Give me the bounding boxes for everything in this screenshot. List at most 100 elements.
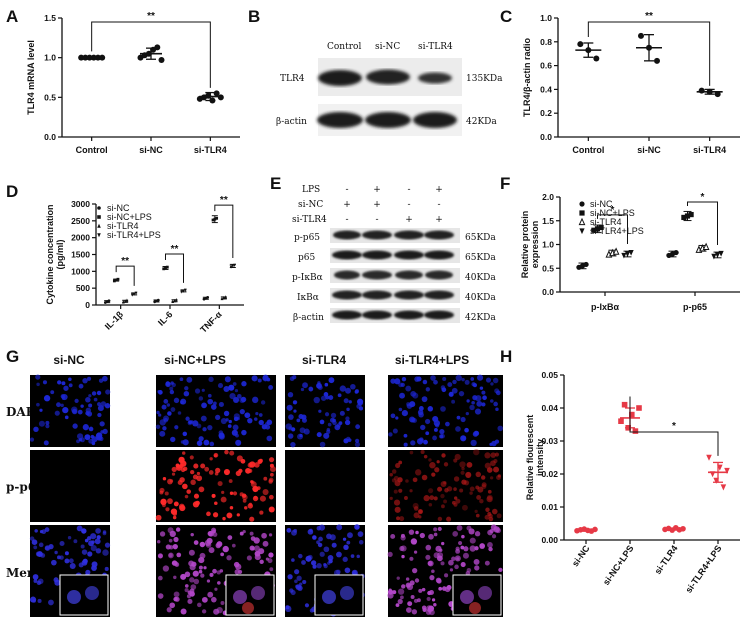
blot-b-row-label: β-actin — [276, 117, 307, 127]
data-point — [628, 249, 634, 256]
significance-label: ** — [147, 11, 155, 22]
micro-cell — [268, 457, 275, 463]
blot-e-band — [394, 230, 424, 240]
micro-cell — [355, 438, 360, 443]
micro-cell — [229, 392, 236, 400]
micro-cell — [300, 387, 305, 392]
micro-cell — [170, 436, 176, 443]
data-point — [583, 261, 589, 268]
data-point — [638, 32, 644, 39]
micro-cell — [394, 378, 401, 385]
micro-cell — [214, 501, 218, 506]
micro-cell — [82, 558, 88, 564]
blot-e-band — [362, 270, 392, 280]
micro-cell — [319, 441, 326, 448]
x-tick-label: p-p65 — [683, 302, 707, 312]
blot-e-band — [425, 270, 453, 280]
micro-cell — [76, 525, 83, 532]
micro-cell — [357, 531, 364, 537]
micro-cell — [497, 474, 501, 478]
micro-cell — [432, 415, 439, 423]
micro-cell — [464, 379, 470, 385]
blot-e-mark: + — [373, 185, 381, 195]
micro-cell — [405, 479, 409, 483]
micro-tile-bg — [30, 450, 110, 522]
micro-cell — [201, 596, 208, 603]
micro-cell — [162, 426, 167, 431]
blot-b-band — [365, 112, 411, 128]
micro-cell — [184, 494, 189, 499]
micro-cell — [96, 390, 102, 396]
panel-label-c: C — [500, 7, 512, 26]
micro-cell — [198, 486, 205, 493]
micro-cell — [161, 404, 167, 410]
micro-cell — [85, 397, 91, 403]
panel-label-f: F — [500, 174, 510, 193]
micro-cell — [428, 533, 434, 540]
blot-e-condition-label: si-NC — [298, 200, 323, 210]
micro-cell — [317, 381, 321, 385]
micro-cell — [461, 534, 465, 539]
y-tick-label: 1500 — [71, 250, 90, 260]
micro-cell — [198, 565, 203, 570]
micro-cell — [357, 400, 363, 406]
micro-cell — [199, 541, 206, 548]
micro-cell — [232, 491, 238, 496]
micro-cell — [392, 590, 397, 595]
data-point — [233, 263, 237, 268]
micro-cell — [452, 531, 459, 537]
micro-cell — [259, 559, 264, 565]
micro-cell — [186, 489, 191, 494]
micro-cell — [431, 569, 435, 574]
micro-cell — [346, 407, 350, 412]
micro-cell — [425, 387, 430, 392]
micro-cell — [224, 376, 231, 383]
micro-cell — [413, 550, 418, 554]
micro-cell — [167, 527, 174, 534]
blot-e-membrane — [330, 268, 460, 283]
micro-cell — [162, 565, 170, 572]
micro-cell — [222, 516, 226, 521]
micro-cell — [423, 454, 428, 459]
legend-marker — [578, 217, 586, 226]
micro-cell — [456, 525, 463, 531]
micro-cell — [390, 413, 396, 419]
micro-cell — [429, 495, 435, 501]
micro-cell — [455, 548, 461, 554]
micro-cell — [398, 407, 403, 412]
micro-cell — [87, 551, 93, 557]
micro-cell — [319, 419, 325, 425]
micro-cell — [171, 466, 177, 472]
micro-cell — [458, 540, 463, 546]
micro-cell — [497, 425, 504, 432]
y-axis-label: TLR4 mRNA level — [26, 40, 36, 115]
blot-b-band — [318, 70, 362, 86]
micro-cell — [412, 567, 418, 574]
micro-cell — [307, 554, 313, 560]
micro-cell — [268, 385, 274, 390]
micro-cell — [395, 416, 399, 420]
micro-cell — [60, 403, 64, 408]
micro-inset-cell — [478, 586, 492, 600]
data-point — [714, 91, 721, 98]
micro-cell — [100, 401, 107, 407]
micro-cell — [259, 495, 266, 502]
micro-cell — [317, 385, 323, 391]
blot-e-band — [333, 230, 361, 240]
micro-cell — [182, 483, 188, 490]
micro-cell — [268, 552, 274, 558]
micro-cell — [491, 440, 497, 447]
micro-cell — [159, 430, 166, 437]
micro-cell — [419, 532, 425, 539]
micro-cell — [493, 401, 498, 407]
micro-cell — [408, 416, 416, 423]
micro-cell — [469, 404, 475, 411]
micro-cell — [445, 421, 450, 427]
micro-cell — [302, 579, 307, 585]
micro-cell — [163, 399, 169, 404]
data-point — [121, 300, 125, 304]
micro-cell — [193, 540, 199, 545]
micro-cell — [268, 479, 273, 484]
micro-cell — [196, 471, 201, 476]
micro-cell — [162, 477, 167, 481]
